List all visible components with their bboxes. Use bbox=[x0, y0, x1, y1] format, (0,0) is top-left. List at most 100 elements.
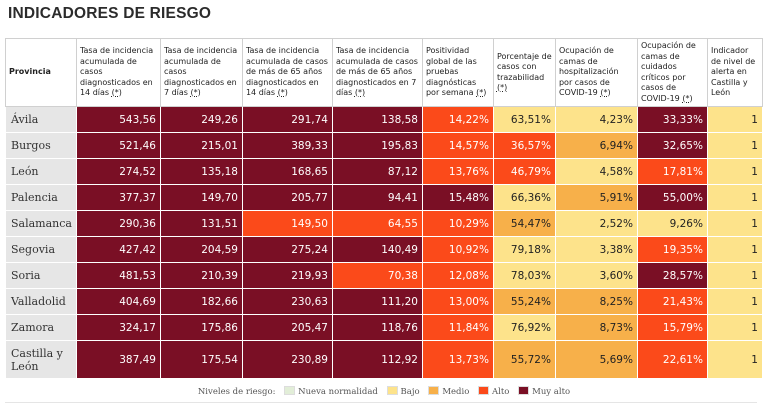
legend-item-muy-alto: Muy alto bbox=[518, 386, 570, 397]
indicator-cell: 32,65% bbox=[636, 132, 708, 159]
indicator-cell: 36,57% bbox=[492, 132, 556, 159]
indicator-cell: 8,73% bbox=[554, 314, 638, 341]
province-name: Soria bbox=[5, 262, 77, 289]
indicator-cell: 78,03% bbox=[492, 262, 556, 289]
bottom-divider bbox=[5, 402, 757, 403]
footnote-link[interactable]: (*) bbox=[111, 88, 122, 98]
table-row: Salamanca 290,36 131,51 149,50 64,55 10,29% 54… bbox=[5, 210, 763, 237]
footnote-link[interactable]: (*) bbox=[277, 88, 288, 98]
indicator-cell: 182,66 bbox=[159, 288, 243, 315]
indicator-cell: 1 bbox=[706, 158, 763, 185]
footnote-link[interactable]: (*) bbox=[682, 93, 693, 103]
indicator-cell: 10,92% bbox=[421, 236, 494, 263]
indicator-cell: 3,38% bbox=[554, 236, 638, 263]
indicator-cell: 63,51% bbox=[492, 106, 556, 133]
indicator-cell: 1 bbox=[706, 132, 763, 159]
province-name: Ávila bbox=[5, 106, 77, 133]
header-uci: Ocupación de camas de cuidados críticos … bbox=[636, 38, 708, 107]
indicator-cell: 404,69 bbox=[75, 288, 161, 315]
header-ia14: Tasa de incidencia acumulada de casos di… bbox=[75, 38, 161, 107]
indicator-cell: 9,26% bbox=[636, 210, 708, 237]
indicator-cell: 138,58 bbox=[331, 106, 423, 133]
province-name: Salamanca bbox=[5, 210, 77, 237]
indicator-cell: 15,48% bbox=[421, 184, 494, 211]
footnote-link[interactable]: (*) bbox=[476, 88, 487, 98]
indicator-cell: 290,36 bbox=[75, 210, 161, 237]
indicator-cell: 55,72% bbox=[492, 340, 556, 379]
header-nivel-alerta: Indicador de nivel de alerta en Castilla… bbox=[706, 38, 763, 107]
province-name: Segovia bbox=[5, 236, 77, 263]
indicator-cell: 377,37 bbox=[75, 184, 161, 211]
province-name: Castilla y León bbox=[5, 340, 77, 379]
table-row: Ávila 543,56 249,26 291,74 138,58 14,22% 63,51… bbox=[5, 106, 763, 133]
indicator-cell: 1 bbox=[706, 314, 763, 341]
table-header-row: Provincia Tasa de incidencia acumulada d… bbox=[5, 38, 763, 107]
indicator-cell: 11,84% bbox=[421, 314, 494, 341]
indicator-cell: 521,46 bbox=[75, 132, 161, 159]
legend-item-nueva-normalidad: Nueva normalidad bbox=[284, 386, 378, 397]
indicator-cell: 324,17 bbox=[75, 314, 161, 341]
indicator-cell: 205,47 bbox=[241, 314, 333, 341]
indicator-cell: 135,18 bbox=[159, 158, 243, 185]
legend-swatch bbox=[386, 386, 398, 395]
indicator-cell: 168,65 bbox=[241, 158, 333, 185]
indicator-cell: 387,49 bbox=[75, 340, 161, 379]
footnote-link[interactable]: (*) bbox=[600, 88, 611, 98]
risk-indicators-table: Provincia Tasa de incidencia acumulada d… bbox=[5, 38, 763, 379]
indicator-cell: 1 bbox=[706, 106, 763, 133]
indicator-cell: 28,57% bbox=[636, 262, 708, 289]
indicator-cell: 275,24 bbox=[241, 236, 333, 263]
indicator-cell: 21,43% bbox=[636, 288, 708, 315]
legend-label: Niveles de riesgo: bbox=[197, 387, 276, 397]
indicator-cell: 175,54 bbox=[159, 340, 243, 379]
legend-item-medio: Medio bbox=[428, 386, 469, 397]
indicator-cell: 131,51 bbox=[159, 210, 243, 237]
footnote-link[interactable]: (*) bbox=[190, 88, 201, 98]
indicator-cell: 215,01 bbox=[159, 132, 243, 159]
indicator-cell: 195,83 bbox=[331, 132, 423, 159]
indicator-cell: 15,79% bbox=[636, 314, 708, 341]
indicator-cell: 291,74 bbox=[241, 106, 333, 133]
indicator-cell: 389,33 bbox=[241, 132, 333, 159]
indicator-cell: 13,00% bbox=[421, 288, 494, 315]
indicator-cell: 204,59 bbox=[159, 236, 243, 263]
header-hospitalizacion: Ocupación de camas de hospitalización po… bbox=[554, 38, 638, 107]
indicator-cell: 205,77 bbox=[241, 184, 333, 211]
indicator-cell: 66,36% bbox=[492, 184, 556, 211]
table-row: Zamora 324,17 175,86 205,47 118,76 11,84% 76,9… bbox=[5, 314, 763, 341]
indicator-cell: 5,69% bbox=[554, 340, 638, 379]
indicator-cell: 13,76% bbox=[421, 158, 494, 185]
indicator-cell: 1 bbox=[706, 262, 763, 289]
footnote-link[interactable]: (*) bbox=[496, 83, 508, 92]
indicator-cell: 79,18% bbox=[492, 236, 556, 263]
indicator-cell: 118,76 bbox=[331, 314, 423, 341]
indicator-cell: 112,92 bbox=[331, 340, 423, 379]
province-name: Zamora bbox=[5, 314, 77, 341]
indicator-cell: 14,22% bbox=[421, 106, 494, 133]
indicator-cell: 219,93 bbox=[241, 262, 333, 289]
indicator-cell: 4,23% bbox=[554, 106, 638, 133]
province-name: Valladolid bbox=[5, 288, 77, 315]
indicator-cell: 55,24% bbox=[492, 288, 556, 315]
header-trazabilidad: Porcentaje de casos con trazabilidad (*) bbox=[492, 38, 556, 107]
indicator-cell: 6,94% bbox=[554, 132, 638, 159]
table-row: León 274,52 135,18 168,65 87,12 13,76% 46,79% 4… bbox=[5, 158, 763, 185]
table-row: Burgos 521,46 215,01 389,33 195,83 14,57% 36,5… bbox=[5, 132, 763, 159]
header-ia7: Tasa de incidencia acumulada de casos di… bbox=[159, 38, 243, 107]
legend-item-alto: Alto bbox=[478, 386, 509, 397]
province-name: Burgos bbox=[5, 132, 77, 159]
indicator-cell: 230,63 bbox=[241, 288, 333, 315]
footnote-link[interactable]: (*) bbox=[354, 88, 366, 98]
indicator-cell: 10,29% bbox=[421, 210, 494, 237]
indicator-cell: 4,58% bbox=[554, 158, 638, 185]
header-provincia: Provincia bbox=[5, 38, 77, 107]
indicator-cell: 1 bbox=[706, 288, 763, 315]
indicator-cell: 427,42 bbox=[75, 236, 161, 263]
legend-swatch bbox=[518, 386, 530, 395]
legend-item-bajo: Bajo bbox=[386, 386, 420, 397]
indicator-cell: 2,52% bbox=[554, 210, 638, 237]
indicator-cell: 76,92% bbox=[492, 314, 556, 341]
header-ia14-65: Tasa de incidencia acumulada de casos de… bbox=[241, 38, 333, 107]
indicator-cell: 149,50 bbox=[241, 210, 333, 237]
legend-swatch bbox=[428, 386, 440, 395]
